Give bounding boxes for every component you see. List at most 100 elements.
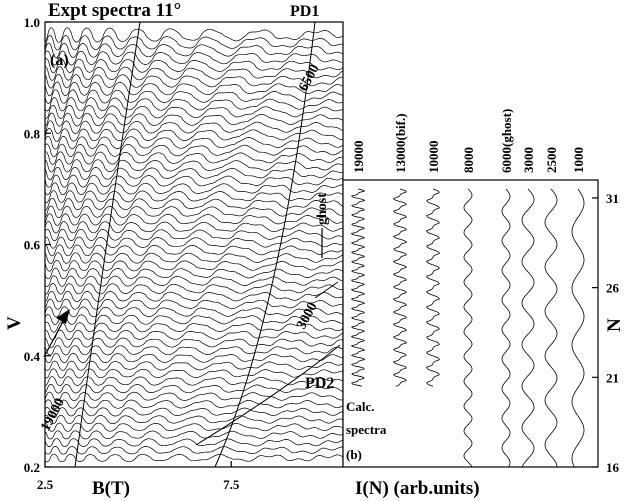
spectrum-trace (45, 329, 343, 341)
annotation-pd1: PD1 (290, 3, 319, 20)
spectrum-trace (45, 135, 343, 150)
calc-spectrum-trace (521, 188, 535, 467)
panel-b-y-tick-label: 26 (606, 281, 620, 296)
spectrum-trace (45, 422, 343, 432)
spectrum-trace (45, 267, 343, 280)
panel-a-y-tick-label: 0.2 (24, 460, 40, 475)
panel-a-title: Expt spectra 11° (48, 0, 181, 21)
annotation-3000-leader (314, 281, 339, 299)
spectrum-trace (45, 383, 343, 394)
calc-spectrum-trace (571, 188, 585, 467)
spectrum-trace (45, 120, 343, 135)
panel-b-caption-line-2: spectra (346, 422, 387, 437)
spectrum-trace (45, 73, 343, 89)
annotation-pd2: PD2 (305, 375, 334, 392)
spectrum-trace (45, 42, 343, 58)
spectrum-trace (45, 453, 343, 463)
panel-a-y-tick-label: 0.8 (24, 126, 41, 141)
panel-b-y-tick-label: 31 (606, 191, 619, 206)
calc-spectrum-trace (350, 188, 366, 387)
spectrum-trace (45, 259, 343, 272)
spectrum-trace (45, 236, 343, 249)
panel-b-caption-line-1: Calc. (346, 399, 375, 414)
arrow-annotation (43, 309, 70, 358)
calc-spectrum-trace (463, 188, 473, 467)
spectrum-trace (45, 360, 343, 371)
spectrum-trace (45, 128, 343, 142)
spectrum-trace (45, 306, 343, 318)
spectrum-trace (45, 430, 343, 440)
panel-b-series-label: 1000 (571, 147, 586, 173)
panel-b-series-labels: 19000 13000(bif.) 10000 8000 6000(ghost) 3000… (351, 109, 586, 173)
spectrum-trace (45, 81, 343, 97)
panel-a-y-axis-label: V (4, 316, 25, 330)
panel-b-y-tick-label: 16 (606, 460, 620, 475)
panel-b-caption-line-3: (b) (346, 447, 362, 462)
spectrum-trace (45, 414, 343, 425)
panel-a-label: (a) (50, 52, 69, 69)
spectrum-trace (45, 112, 343, 127)
spectrum-trace (45, 275, 343, 287)
panel-b: 16 21 26 31 19000 13000(bif.) 10000 8000 6000(g… (342, 109, 625, 499)
spectrum-trace (45, 89, 343, 104)
spectrum-trace (45, 104, 343, 120)
panel-a-x-tick-label: 2.5 (37, 477, 54, 492)
panel-a-ticks: 0.2 0.4 0.6 0.8 1.0 2.5 7.5 (24, 15, 240, 492)
calc-spectrum-trace (501, 188, 511, 467)
spectrum-trace (45, 337, 343, 348)
spectrum-trace (45, 97, 343, 112)
calc-spectrum-trace (544, 188, 558, 467)
spectrum-trace (45, 166, 343, 181)
spectrum-trace (45, 228, 343, 242)
panel-b-series-label: 19000 (351, 141, 366, 174)
panel-b-series-label: 6000(ghost) (499, 109, 514, 173)
spectrum-trace (45, 151, 343, 165)
spectrum-trace (45, 34, 343, 51)
spectrum-trace (45, 174, 343, 188)
panel-a-x-tick-label: 7.5 (223, 477, 240, 492)
spectrum-trace (45, 407, 343, 417)
spectrum-trace (45, 143, 343, 158)
spectrum-trace (45, 376, 343, 387)
panel-a: 0.2 0.4 0.6 0.8 1.0 2.5 7.5 Expt spectra 11° (… (4, 0, 344, 499)
spectrum-trace (45, 345, 343, 356)
annotation-3000: 3000 (294, 300, 320, 332)
panel-a-y-tick-label: 0.4 (24, 349, 41, 364)
spectrum-trace (45, 182, 343, 196)
spectrum-trace (45, 159, 343, 173)
annotation-ghost: ghost (315, 193, 330, 225)
panel-b-y-tick-label: 21 (606, 370, 619, 385)
panel-b-series-label: 2500 (544, 147, 559, 173)
panel-b-x-axis-label: I(N) (arb.units) (355, 478, 480, 499)
spectrum-trace (45, 352, 343, 364)
spectrum-trace (45, 391, 343, 402)
panel-b-series-label: 8000 (461, 147, 476, 173)
spectrum-trace (45, 197, 343, 211)
panel-b-frame (342, 179, 599, 468)
panel-b-ticks: 16 21 26 31 (592, 191, 620, 475)
panel-b-series-label: 10000 (426, 141, 441, 174)
panel-a-y-tick-label: 1.0 (24, 15, 40, 30)
panel-a-y-tick-label: 0.6 (24, 238, 41, 253)
spectrum-trace (45, 221, 343, 234)
spectrum-trace (45, 50, 343, 66)
spectrum-trace (45, 368, 343, 379)
panel-b-series-label: 13000(bif.) (393, 113, 408, 173)
spectrum-trace (45, 244, 343, 257)
spectrum-trace (45, 205, 343, 219)
panel-a-guide-lines (74, 21, 341, 468)
spectrum-trace (45, 314, 343, 325)
annotation-6500: 6500 (296, 62, 322, 94)
panel-b-series-label: 3000 (521, 147, 536, 173)
panel-a-x-axis-label: B(T) (92, 478, 130, 499)
calc-spectrum-trace (426, 188, 440, 387)
spectrum-trace (45, 438, 343, 447)
panel-a-traces (45, 27, 343, 463)
spectrum-trace (45, 65, 343, 81)
spectrum-trace (45, 399, 343, 409)
spectrum-trace (45, 283, 343, 295)
spectrum-trace (45, 190, 343, 203)
spectrum-trace (45, 298, 343, 310)
spectrum-trace (45, 58, 343, 74)
